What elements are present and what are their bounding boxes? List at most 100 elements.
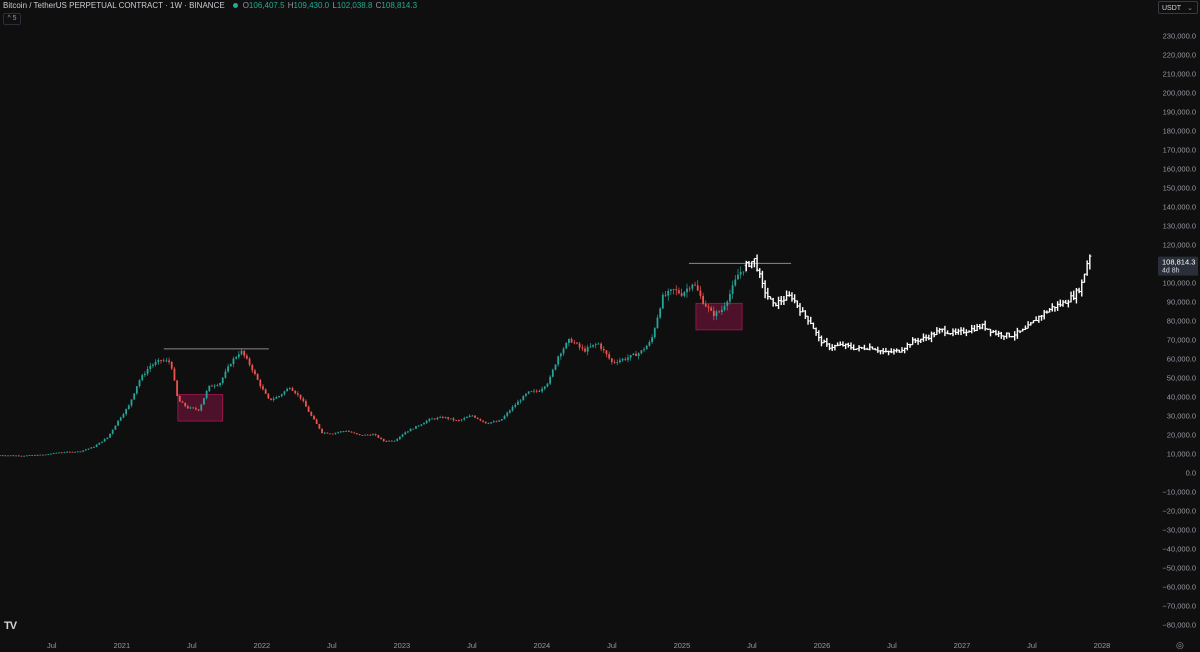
candle-body — [640, 350, 643, 354]
candle-body — [629, 354, 632, 358]
candle-body — [589, 346, 592, 348]
candle-body — [98, 442, 101, 445]
y-tick-label: −60,000.0 — [1162, 582, 1196, 591]
tradingview-logo-icon[interactable]: TV — [4, 620, 17, 632]
x-tick-label: 2023 — [394, 641, 411, 650]
x-tick-label: 2021 — [113, 641, 130, 650]
candle-body — [425, 420, 428, 423]
candle-body — [63, 452, 66, 454]
candle-body — [307, 406, 310, 412]
candle-body — [586, 347, 589, 352]
candle-body — [184, 402, 187, 407]
y-tick-label: −50,000.0 — [1162, 563, 1196, 572]
candle-body — [546, 383, 549, 387]
candle-body — [176, 380, 179, 396]
candle-body — [294, 390, 297, 394]
candle-body — [439, 417, 442, 418]
candle-body — [146, 369, 149, 374]
candle-body — [216, 385, 219, 386]
candle-body — [262, 386, 264, 390]
candle-body — [377, 435, 380, 438]
candle-body — [318, 424, 321, 429]
candle-body — [39, 454, 42, 456]
y-tick-label: 200,000.0 — [1163, 88, 1196, 97]
candle-body — [401, 434, 404, 437]
candle-body — [364, 434, 366, 436]
candle-body — [562, 348, 565, 354]
candle-body — [9, 455, 12, 457]
candle-body — [254, 370, 256, 375]
close-label: C — [375, 1, 382, 10]
candle-body — [44, 454, 47, 456]
candle-body — [549, 376, 552, 384]
candle-body — [551, 369, 554, 377]
settings-icon[interactable]: ◎ — [1176, 640, 1184, 650]
high-label: H — [287, 1, 294, 10]
candle-body — [68, 451, 71, 453]
candle-body — [726, 301, 729, 307]
x-tick-label: 2024 — [534, 641, 551, 650]
candle-body — [52, 453, 55, 454]
symbol-header: Bitcoin / TetherUS PERPETUAL CONTRACT · … — [3, 1, 417, 10]
candle-body — [659, 308, 662, 318]
y-tick-label: −10,000.0 — [1162, 487, 1196, 496]
candle-body — [313, 415, 315, 420]
candle-body — [87, 448, 90, 450]
close-value: 108,814.3 — [381, 1, 418, 10]
candle-body — [243, 350, 246, 356]
candle-body — [111, 429, 114, 434]
candle-body — [436, 417, 439, 420]
candle-body — [683, 292, 686, 296]
candle-body — [350, 431, 353, 433]
candle-body — [466, 417, 468, 419]
candle-body — [133, 393, 136, 400]
candle-body — [194, 408, 197, 410]
y-tick-label: 130,000.0 — [1163, 221, 1196, 230]
candle-body — [699, 290, 702, 296]
y-tick-label: 120,000.0 — [1163, 240, 1196, 249]
candle-body — [541, 388, 543, 392]
candle-body — [712, 310, 715, 317]
candle-body — [423, 422, 425, 425]
candle-body — [197, 409, 200, 411]
currency-select[interactable]: USDT ⌄ — [1158, 1, 1198, 14]
y-tick-label: 170,000.0 — [1163, 145, 1196, 154]
candle-body — [326, 432, 329, 434]
candle-body — [420, 424, 423, 426]
candle-body — [578, 343, 581, 348]
candle-body — [570, 338, 573, 343]
candle-body — [476, 417, 479, 419]
candle-body — [576, 342, 578, 344]
candle-body — [415, 426, 417, 429]
candle-body — [678, 290, 680, 294]
candle-body — [734, 279, 737, 286]
candle-body — [347, 431, 350, 432]
candle-body — [66, 451, 68, 453]
candle-body — [688, 288, 691, 290]
candle-body — [321, 428, 323, 433]
candle-body — [1, 455, 4, 457]
candle-body — [584, 348, 586, 352]
candle-body — [527, 391, 530, 394]
candle-body — [431, 418, 433, 420]
candle-body — [23, 455, 26, 457]
candle-body — [17, 455, 20, 457]
x-tick-label: 2028 — [1094, 641, 1111, 650]
candle-body — [168, 360, 170, 363]
candle-body — [31, 455, 34, 456]
candle-body — [286, 388, 289, 392]
candle-body — [337, 432, 340, 434]
indicators-collapse-button[interactable]: ^ 5 — [3, 13, 21, 25]
x-tick-label: Jul — [607, 641, 617, 650]
y-tick-label: 150,000.0 — [1163, 183, 1196, 192]
candle-body — [76, 451, 79, 453]
candle-body — [15, 455, 18, 457]
candle-body — [149, 365, 152, 370]
candle-body — [358, 434, 361, 435]
candle-body — [372, 434, 374, 436]
candle-body — [624, 358, 627, 360]
candle-body — [409, 429, 412, 432]
chevron-down-icon: ⌄ — [1187, 5, 1193, 12]
symbol-title[interactable]: Bitcoin / TetherUS PERPETUAL CONTRACT · … — [3, 1, 225, 10]
